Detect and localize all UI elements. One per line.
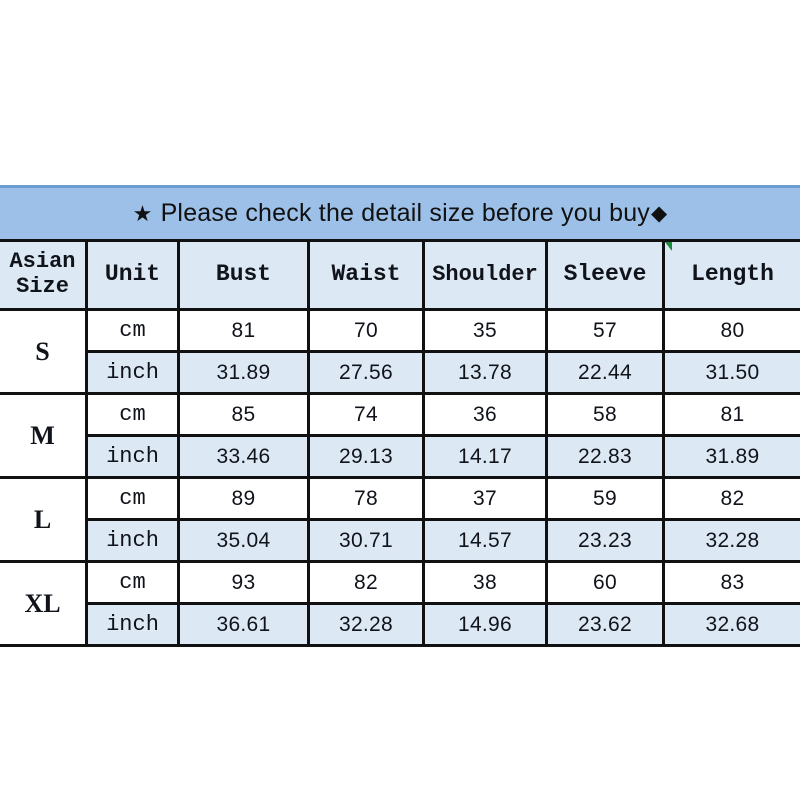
cell-xl-cm-sleeve: 60 (548, 563, 665, 605)
cell-l-cm-bust: 89 (180, 479, 310, 521)
cell-xl-inch-bust: 36.61 (180, 605, 310, 647)
cell-xl-inch-sleeve: 23.62 (548, 605, 665, 647)
cell-m-inch-waist: 29.13 (310, 437, 425, 479)
cell-s-inch-length: 31.50 (665, 353, 800, 395)
size-label-s: S (0, 311, 88, 395)
column-header-bust: Bust (180, 239, 310, 311)
table-row: M cm 85 74 36 58 81 (0, 395, 800, 479)
table-row: inch 31.89 27.56 13.78 22.44 31.50 (0, 353, 800, 395)
cell-s-inch-shoulder: 13.78 (425, 353, 548, 395)
cell-m-cm-bust: 85 (180, 395, 310, 437)
column-header-length-label: Length (691, 261, 774, 288)
table-header-row: Asian Size Unit Bust Waist Shoulder Slee… (0, 239, 800, 311)
column-header-waist: Waist (310, 239, 425, 311)
column-header-sleeve: Sleeve (548, 239, 665, 311)
unit-label-cm: cm (88, 311, 180, 353)
banner-text: ★ Please check the detail size before yo… (133, 199, 668, 228)
cell-s-cm-length: 80 (665, 311, 800, 353)
table-row: inch 35.04 30.71 14.57 23.23 32.28 (0, 521, 800, 563)
table-row: inch 36.61 32.28 14.96 23.62 32.68 (0, 605, 800, 647)
unit-label-cm: cm (88, 479, 180, 521)
size-label-l: L (0, 479, 88, 563)
cell-l-cm-length: 82 (665, 479, 800, 521)
size-label-xl: XL (0, 563, 88, 647)
cell-s-inch-bust: 31.89 (180, 353, 310, 395)
cell-m-cm-waist: 74 (310, 395, 425, 437)
cell-xl-cm-shoulder: 38 (425, 563, 548, 605)
cell-m-inch-sleeve: 22.83 (548, 437, 665, 479)
table-row: inch 33.46 29.13 14.17 22.83 31.89 (0, 437, 800, 479)
cell-l-cm-shoulder: 37 (425, 479, 548, 521)
cell-s-inch-sleeve: 22.44 (548, 353, 665, 395)
cell-s-cm-shoulder: 35 (425, 311, 548, 353)
column-header-asian-size: Asian Size (0, 239, 88, 311)
cell-xl-cm-waist: 82 (310, 563, 425, 605)
star-icon: ★ (132, 200, 153, 226)
unit-label-cm: cm (88, 563, 180, 605)
cell-s-inch-waist: 27.56 (310, 353, 425, 395)
size-label-m: M (0, 395, 88, 479)
column-header-unit: Unit (88, 239, 180, 311)
cell-m-inch-bust: 33.46 (180, 437, 310, 479)
cell-l-cm-waist: 78 (310, 479, 425, 521)
cell-xl-cm-bust: 93 (180, 563, 310, 605)
table-row: L cm 89 78 37 59 82 (0, 479, 800, 563)
column-header-shoulder: Shoulder (425, 239, 548, 311)
size-table: Asian Size Unit Bust Waist Shoulder Slee… (0, 239, 800, 647)
cell-xl-inch-shoulder: 14.96 (425, 605, 548, 647)
size-chart-banner: ★ Please check the detail size before yo… (0, 185, 800, 239)
unit-label-cm: cm (88, 395, 180, 437)
cell-l-inch-shoulder: 14.57 (425, 521, 548, 563)
cell-l-inch-bust: 35.04 (180, 521, 310, 563)
banner-message: Please check the detail size before you … (160, 199, 651, 227)
asian-size-line2: Size (16, 274, 69, 299)
cell-l-inch-length: 32.28 (665, 521, 800, 563)
table-row: S cm 81 70 35 57 80 (0, 311, 800, 395)
cell-s-cm-bust: 81 (180, 311, 310, 353)
cell-m-inch-shoulder: 14.17 (425, 437, 548, 479)
diamond-icon: ◆ (651, 202, 668, 225)
column-header-length: Length (665, 239, 800, 311)
cell-m-inch-length: 31.89 (665, 437, 800, 479)
asian-size-line1: Asian (9, 249, 76, 275)
cell-m-cm-sleeve: 58 (548, 395, 665, 437)
cell-xl-inch-waist: 32.28 (310, 605, 425, 647)
green-speck-artifact (665, 242, 672, 251)
unit-label-inch: inch (88, 353, 180, 395)
cell-l-cm-sleeve: 59 (548, 479, 665, 521)
size-chart: ★ Please check the detail size before yo… (0, 185, 800, 647)
cell-m-cm-shoulder: 36 (425, 395, 548, 437)
unit-label-inch: inch (88, 605, 180, 647)
cell-xl-cm-length: 83 (665, 563, 800, 605)
cell-l-inch-waist: 30.71 (310, 521, 425, 563)
table-row: XL cm 93 82 38 60 83 (0, 563, 800, 647)
cell-m-cm-length: 81 (665, 395, 800, 437)
cell-xl-inch-length: 32.68 (665, 605, 800, 647)
cell-l-inch-sleeve: 23.23 (548, 521, 665, 563)
cell-s-cm-sleeve: 57 (548, 311, 665, 353)
unit-label-inch: inch (88, 521, 180, 563)
cell-s-cm-waist: 70 (310, 311, 425, 353)
unit-label-inch: inch (88, 437, 180, 479)
